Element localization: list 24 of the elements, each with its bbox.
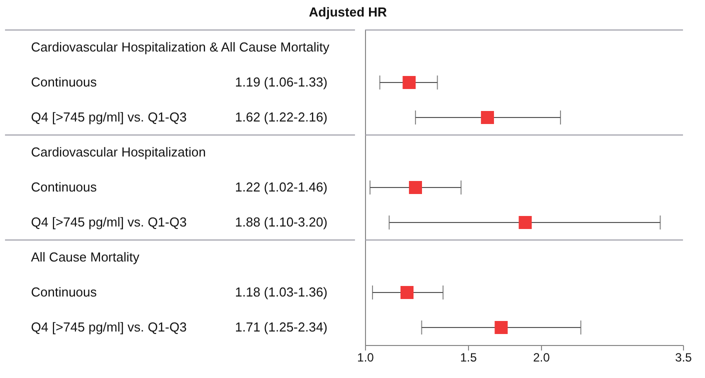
x-tick-label: 2.0: [533, 350, 550, 364]
point: [402, 76, 416, 90]
x-tick-label: 1.5: [460, 350, 478, 364]
y-tick-label: Continuous: [31, 284, 98, 300]
data-label: 1.18 (1.03-1.36): [235, 284, 328, 300]
y-tick-label: Continuous: [31, 180, 98, 194]
x-tick-label: 3.5: [675, 350, 692, 364]
point: [408, 180, 422, 194]
point: [494, 320, 508, 334]
y-tick-label: Cardiovascular Hospitalization & All Cause Mortality: [31, 40, 330, 54]
y-tick-label: Q4 [>745 pg/ml] vs. Q1-Q3: [31, 110, 187, 124]
data-label: 1.88 (1.10-3.20): [235, 214, 328, 230]
y-tick-label: Cardiovascular Hospitalization: [31, 144, 206, 160]
y-tick-label: Q4 [>745 pg/ml] vs. Q1-Q3: [31, 320, 187, 334]
data-label: 1.71 (1.25-2.34): [235, 320, 328, 334]
chart-title: Adjusted HR: [308, 4, 388, 20]
y-tick-label: All Cause Mortality: [31, 250, 140, 264]
x-tick-label: 1.0: [357, 350, 374, 364]
y-tick-label: Continuous: [31, 74, 98, 90]
y-tick-label: Q4 [>745 pg/ml] vs. Q1-Q3: [31, 214, 187, 230]
data-label: 1.22 (1.02-1.46): [235, 180, 328, 194]
data-label: 1.62 (1.22-2.16): [235, 110, 328, 124]
point: [400, 286, 414, 300]
data-label: 1.19 (1.06-1.33): [235, 74, 328, 90]
